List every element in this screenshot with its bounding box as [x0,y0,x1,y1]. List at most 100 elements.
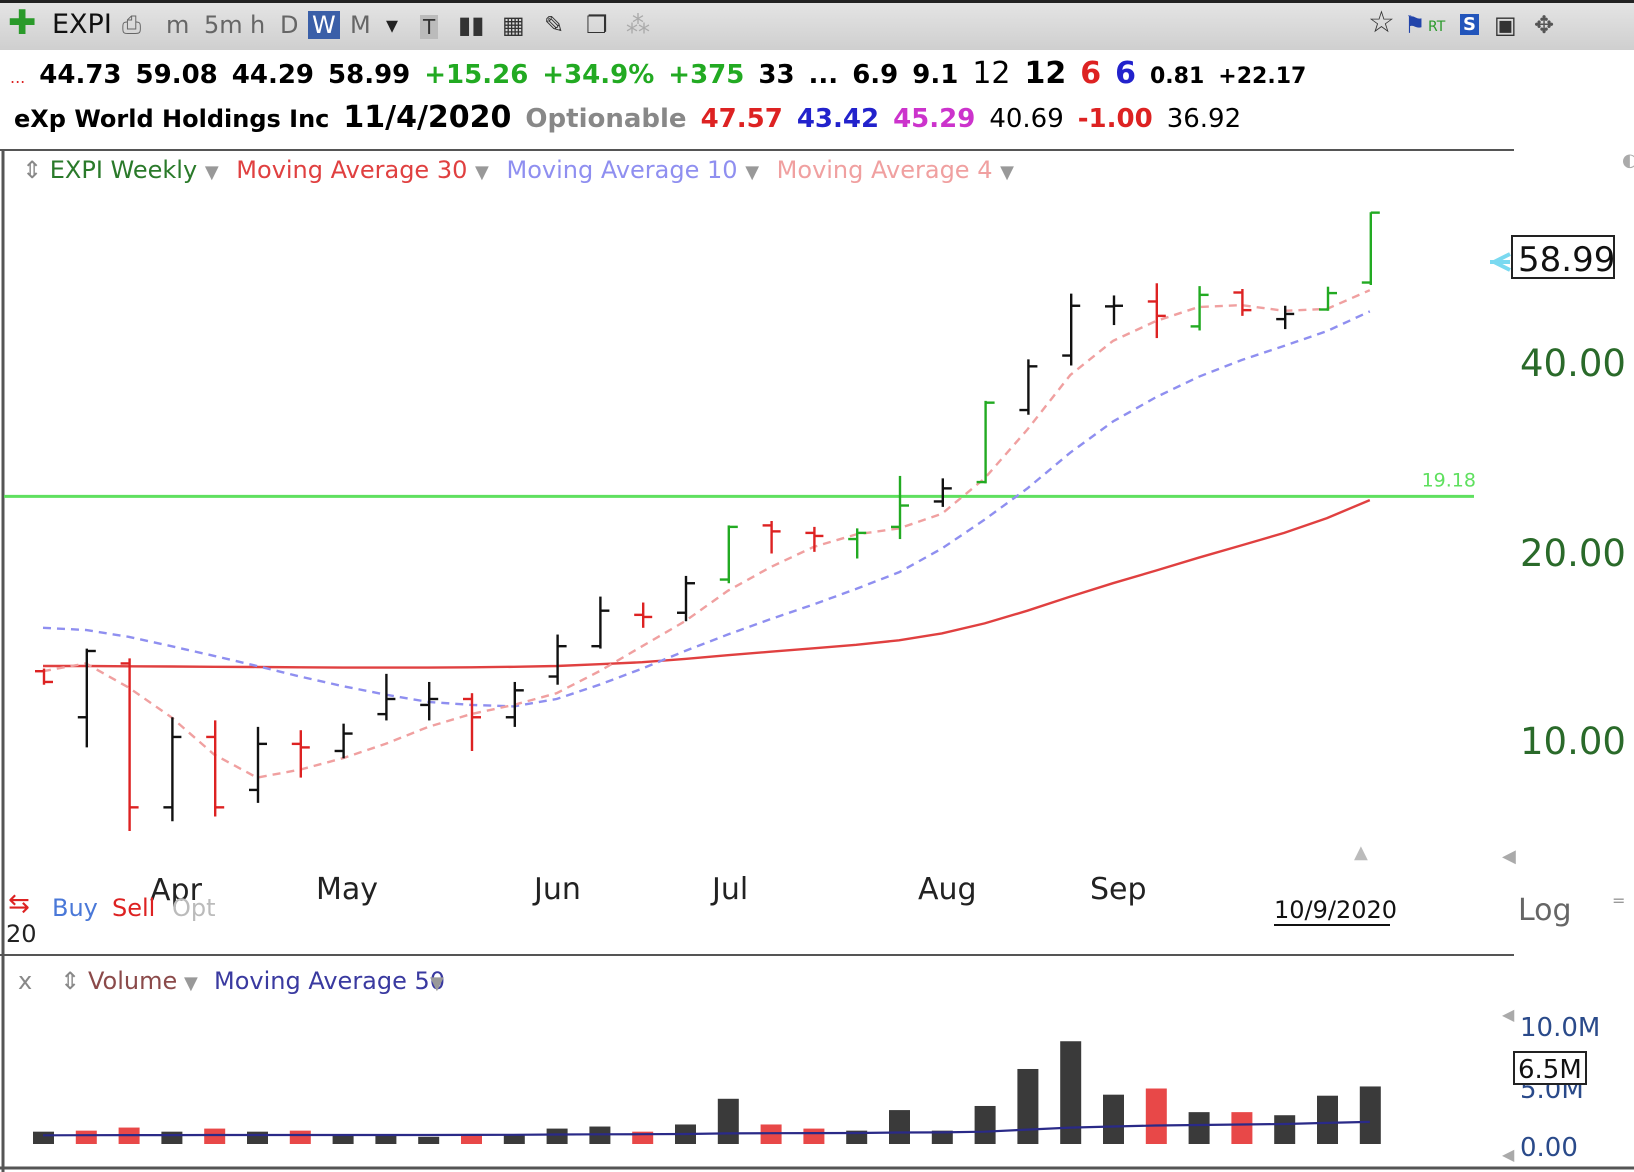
volume-legend-label[interactable]: Volume [88,967,177,995]
collapse-icon[interactable]: = [1612,891,1625,910]
legend-ma30[interactable]: Moving Average 30 [236,156,468,184]
quote-dots[interactable]: ... [10,68,26,87]
volume-ma50-label[interactable]: Moving Average 50 [214,967,445,995]
pencil-icon[interactable]: ✎ [544,11,565,39]
volume-bar[interactable] [75,1130,97,1144]
sell-button[interactable]: Sell [112,894,155,922]
legend-ma10-dropdown-icon[interactable]: ▼ [745,162,760,183]
buy-button[interactable]: Buy [52,894,98,922]
volume-scroll-down-icon[interactable]: ◀ [1502,1145,1515,1164]
volume-bar[interactable] [503,1134,525,1144]
volume-bar[interactable] [204,1128,226,1144]
volume-bar[interactable] [247,1131,268,1144]
volume-dropdown-icon[interactable]: ▼ [184,973,198,994]
interval-h[interactable]: h [250,11,266,39]
volume-bar[interactable] [889,1110,910,1144]
volume-bar[interactable] [1231,1112,1253,1144]
ohlc-bar[interactable] [163,717,182,822]
ohlc-bar[interactable] [719,525,738,584]
ohlc-bar[interactable] [463,693,481,751]
printer-icon[interactable]: ⎙ [122,11,142,39]
ohlc-bar[interactable] [334,723,353,759]
ohlc-bar[interactable] [976,400,995,484]
corner-icon[interactable]: ◐ [1622,150,1634,171]
scale-log-label[interactable]: Log [1518,893,1572,928]
right-scroll-arrow-icon[interactable]: ◀ [1502,846,1516,867]
ohlc-bar[interactable] [1319,286,1337,311]
ohlc-bar[interactable] [1147,283,1166,339]
legend-ma4-dropdown-icon[interactable]: ▼ [1000,162,1014,183]
ohlc-bar[interactable] [35,668,53,685]
legend-series[interactable]: EXPI Weekly [49,156,198,184]
interval-5m[interactable]: 5m [204,11,243,39]
dropdown-icon[interactable]: ▾ [386,11,399,39]
ohlc-bar[interactable] [77,648,96,748]
ohlc-bar[interactable] [1190,286,1209,331]
volume-bar[interactable] [375,1134,397,1144]
interval-w[interactable]: W [308,11,340,39]
volume-bar[interactable] [332,1134,354,1144]
volume-bar[interactable] [1188,1112,1210,1144]
bar-chart-icon[interactable]: ▮▮ [458,11,485,39]
ma30-line[interactable] [43,498,1371,669]
legend-ma30-dropdown-icon[interactable]: ▼ [475,162,489,183]
volume-bar[interactable] [1017,1068,1039,1144]
star-icon[interactable]: ☆ [1368,5,1395,40]
opt-button[interactable]: Opt [172,894,216,922]
volume-bar[interactable] [931,1130,953,1144]
trade-arrows-icon[interactable]: ⇆ [8,889,30,919]
volume-bar[interactable] [1274,1115,1296,1144]
ohlc-bar[interactable] [634,602,653,628]
ma4-line[interactable] [42,289,1371,779]
move-icon[interactable]: ✥ [1534,11,1555,39]
ohlc-bar[interactable] [505,681,524,727]
ohlc-bar[interactable] [591,596,610,649]
ma10-line[interactable] [42,310,1371,708]
ohlc-bar[interactable] [206,720,225,817]
volume-drag-handle-icon[interactable]: ⇕ [60,967,80,995]
share-icon[interactable]: ⁂ [626,11,650,39]
volume-bar[interactable] [1103,1094,1124,1144]
volume-bar[interactable] [461,1134,482,1144]
ohlc-bar[interactable] [249,726,267,803]
ohlc-bar[interactable] [933,478,952,507]
volume-bar[interactable] [418,1136,440,1144]
ohlc-bar[interactable] [762,521,781,554]
ohlc-bar[interactable] [420,681,439,721]
legend-series-dropdown-icon[interactable]: ▼ [204,162,219,183]
close-volume-pane-button[interactable]: x [18,967,32,995]
volume-bar[interactable] [161,1131,183,1144]
volume-bar[interactable] [1060,1041,1082,1144]
interval-d[interactable]: D [280,11,299,39]
volume-bar[interactable] [717,1098,739,1144]
ohlc-bar[interactable] [677,575,695,622]
ohlc-bar[interactable] [1361,211,1380,286]
volume-bar[interactable] [289,1130,311,1144]
ohlc-bar[interactable] [805,526,824,552]
volume-bar[interactable] [1145,1088,1167,1144]
flag-icon[interactable]: ⚑ [1404,11,1426,39]
volume-bar[interactable] [33,1131,54,1144]
s-button[interactable]: S [1460,14,1479,35]
volume-ma50-dropdown-icon[interactable]: ▼ [430,973,444,994]
drag-handle-icon[interactable]: ⇕ [22,156,43,184]
grid-add-icon[interactable]: ▦ [502,11,525,39]
volume-scroll-up-icon[interactable]: ◀ [1502,1005,1515,1024]
legend-ma4[interactable]: Moving Average 4 [776,156,993,184]
volume-bar[interactable] [974,1105,996,1144]
ohlc-bar[interactable] [377,673,396,721]
volume-bar[interactable] [1359,1086,1381,1144]
layers-icon[interactable]: ❐ [586,11,608,39]
text-tool-icon[interactable]: T [420,15,439,39]
volume-bar[interactable] [546,1128,568,1144]
volume-ma50-line[interactable] [42,1120,1370,1137]
ohlc-bar[interactable] [1276,305,1295,330]
interval-m[interactable]: m [166,11,190,39]
ohlc-bar[interactable] [291,730,310,778]
interval-m-month[interactable]: M [350,11,371,39]
ohlc-bar[interactable] [848,528,867,559]
ohlc-bar[interactable] [1233,289,1252,316]
volume-bar[interactable] [803,1128,825,1144]
ohlc-bar[interactable] [891,475,909,540]
